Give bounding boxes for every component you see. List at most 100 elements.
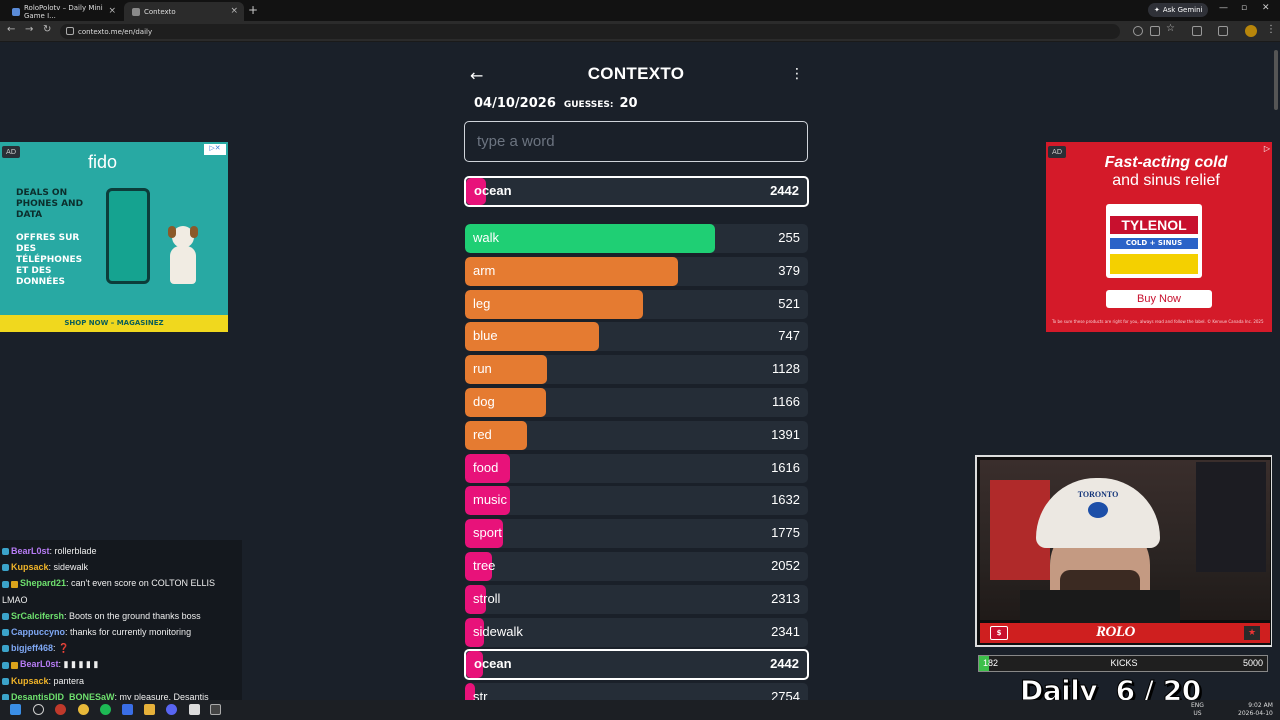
- guess-rank: 2341: [771, 623, 800, 639]
- language-text: ENG: [1191, 702, 1204, 709]
- new-tab-icon[interactable]: +: [248, 3, 259, 17]
- guess-similarity-bar: [466, 651, 484, 679]
- profile-avatar[interactable]: [1245, 25, 1257, 37]
- guess-row: run 1128: [465, 355, 808, 385]
- chat-username: bigjeff468: [11, 643, 54, 654]
- page-scrollbar[interactable]: [1272, 42, 1280, 700]
- webcam-feed: TORONTO: [980, 460, 1270, 624]
- guess-row: ocean 2442: [464, 649, 809, 681]
- forward-icon[interactable]: →: [25, 24, 34, 35]
- bookmark-star-icon[interactable]: ☆: [1166, 23, 1175, 34]
- tab-favicon-icon: [12, 8, 20, 16]
- chat-text: : can't even score on COLTON ELLIS: [66, 578, 215, 589]
- ad-badge: AD: [2, 146, 21, 158]
- start-icon[interactable]: [10, 704, 21, 715]
- kicks-label: KICKS: [1110, 658, 1138, 668]
- spotify-icon[interactable]: [100, 704, 111, 715]
- extensions-icon[interactable]: [1192, 26, 1202, 36]
- more-options-icon[interactable]: ⋮: [790, 66, 804, 82]
- chrome-menu-icon[interactable]: ⋮: [1266, 24, 1276, 35]
- minimize-icon[interactable]: —: [1219, 3, 1228, 13]
- chat-message: DesantisDID_BONESaW: my pleasure, Desant…: [2, 690, 242, 704]
- chat-username: BearL0st: [11, 546, 50, 556]
- url-field[interactable]: contexto.me/en/daily: [60, 24, 1120, 39]
- app-icon[interactable]: [210, 704, 221, 715]
- tab-rolopolotv[interactable]: RoloPolotv – Daily Mini Game I... ×: [4, 2, 122, 21]
- game-info: 04/10/2026 GUESSES: 20: [474, 96, 638, 111]
- close-tab-icon[interactable]: ×: [108, 6, 116, 16]
- guess-word: blue: [473, 328, 498, 344]
- zoom-icon[interactable]: [1133, 26, 1143, 36]
- site-info-icon[interactable]: [66, 27, 74, 35]
- guess-row: blue 747: [465, 322, 808, 352]
- word-input[interactable]: [464, 121, 808, 162]
- chat-message: BearL0st: ▮ ▮ ▮ ▮ ▮: [2, 657, 242, 671]
- guess-row: sport 1775: [465, 519, 808, 549]
- guess-word: red: [473, 426, 492, 442]
- ad-headline-line-1: Fast-acting cold: [1104, 154, 1228, 171]
- folder-icon[interactable]: [144, 704, 155, 715]
- ask-gemini-label: Ask Gemini: [1162, 6, 1203, 14]
- scrollbar-thumb[interactable]: [1274, 50, 1278, 110]
- chat-message: bigjeff468: ❓: [2, 641, 242, 655]
- ad-choices-icon[interactable]: ▷✕: [204, 144, 226, 155]
- reload-icon[interactable]: ↻: [43, 24, 52, 35]
- sidepanel-icon[interactable]: [1218, 26, 1228, 36]
- app-icon[interactable]: [122, 704, 133, 715]
- guess-word: sport: [473, 525, 502, 541]
- guess-similarity-bar: [465, 552, 493, 581]
- last-guess-word: ocean: [474, 183, 512, 198]
- ad-headline: Fast-acting cold and sinus relief: [1086, 154, 1246, 190]
- guess-rank: 1391: [771, 426, 800, 442]
- guess-word: tree: [473, 558, 496, 573]
- ad-tylenol[interactable]: AD ▷ Fast-acting cold and sinus relief T…: [1046, 142, 1274, 332]
- stream-chat: BearL0st: rollerblade Kupsack: sidewalk Sh…: [0, 540, 242, 718]
- back-arrow-icon[interactable]: ←: [470, 66, 484, 85]
- tab-title: Contexto: [144, 7, 176, 16]
- guess-similarity-bar: [465, 355, 548, 385]
- chrome-icon[interactable]: [78, 704, 89, 715]
- kicks-progress-fill: [979, 656, 990, 671]
- ad-text-fr: OFFRES SUR DES TÉLÉPHONES ET DES DONNÉES: [16, 233, 83, 287]
- ad-fido[interactable]: AD ▷✕ fido DEALS ON PHONES AND DATA OFFR…: [0, 142, 228, 332]
- language-indicator[interactable]: ENG US: [1191, 702, 1204, 718]
- chat-message: Kupsack: pantera: [2, 674, 242, 688]
- last-guess-bar: [466, 178, 487, 205]
- chat-text: : ▮ ▮ ▮ ▮ ▮: [58, 659, 99, 670]
- ad-badge: AD: [1048, 146, 1067, 158]
- back-icon[interactable]: ←: [7, 24, 16, 35]
- chat-username: BearL0st: [20, 659, 59, 670]
- chat-message: Shepard21: can't even score on COLTON EL…: [2, 576, 242, 590]
- notepad-icon[interactable]: [189, 704, 200, 715]
- maximize-icon[interactable]: ▫: [1241, 3, 1248, 13]
- chat-text: : Boots on the ground thanks boss: [64, 610, 201, 621]
- browser-tab-bar: RoloPolotv – Daily Mini Game I... × Cont…: [0, 0, 1280, 21]
- ask-gemini-button[interactable]: ✦ Ask Gemini: [1148, 3, 1209, 17]
- guess-rank: 1632: [771, 492, 800, 508]
- guess-rank: 1775: [771, 525, 800, 541]
- ad-choices-icon[interactable]: ▷: [1263, 144, 1270, 153]
- cast-icon[interactable]: [1150, 26, 1160, 36]
- kick-logo-icon: $: [990, 626, 1008, 640]
- guess-row: tree 2052: [465, 552, 808, 581]
- close-window-icon[interactable]: ✕: [1262, 3, 1270, 13]
- guess-word: walk: [473, 230, 500, 245]
- guesses-count: 20: [619, 96, 638, 111]
- clock[interactable]: 9:02 AM 2026-04-10: [1238, 702, 1273, 718]
- guess-rank: 521: [778, 295, 800, 311]
- app-icon[interactable]: [55, 704, 66, 715]
- guess-similarity-bar: [465, 388, 546, 417]
- guess-word: leg: [473, 295, 491, 311]
- search-icon[interactable]: [33, 704, 44, 715]
- discord-icon[interactable]: [166, 704, 177, 715]
- buy-now-button[interactable]: Buy Now: [1106, 290, 1212, 308]
- game-date: 04/10/2026: [474, 96, 556, 111]
- chat-message: LMAO: [2, 593, 242, 607]
- tab-contexto[interactable]: Contexto ×: [124, 2, 244, 21]
- guess-rank: 747: [778, 328, 800, 344]
- ad-shop-button[interactable]: SHOP NOW – MAGASINEZ: [0, 315, 228, 332]
- chat-badge-icon: [2, 629, 9, 637]
- close-tab-icon[interactable]: ×: [230, 6, 238, 16]
- guess-similarity-bar: [465, 256, 678, 286]
- guess-row: sidewalk 2341: [465, 617, 808, 647]
